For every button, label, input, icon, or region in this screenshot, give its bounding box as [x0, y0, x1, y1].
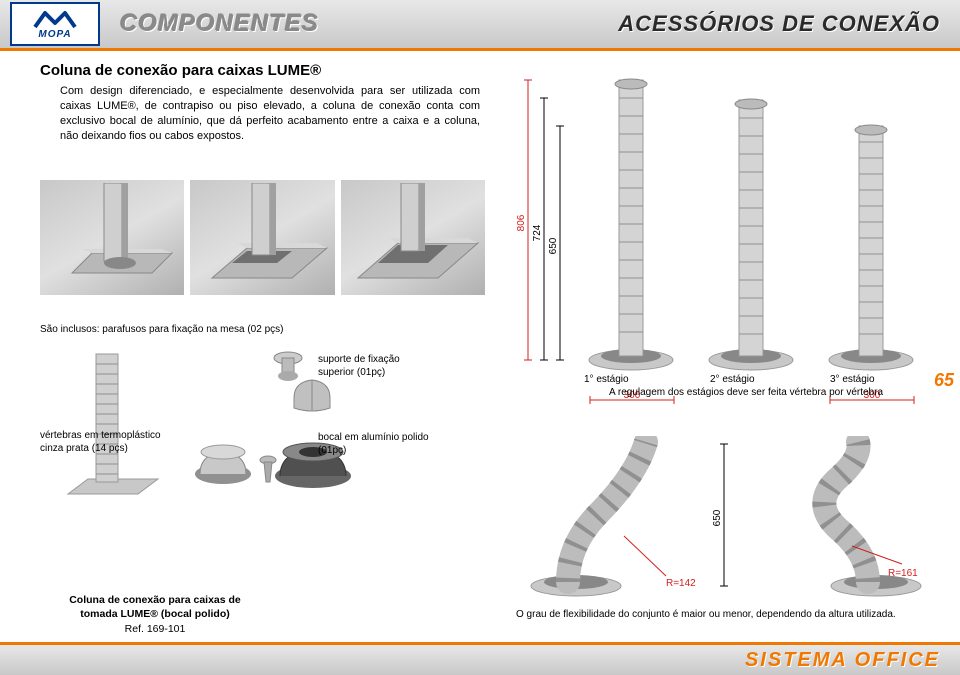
- render-thumb-2: [190, 180, 334, 295]
- dim-650b: 650: [712, 509, 723, 526]
- divider-top: [0, 48, 960, 51]
- dim-806: 806: [516, 214, 527, 231]
- label-bocal: bocal em alumínio polido (01pç): [318, 432, 438, 457]
- logo-text: MOPA: [38, 29, 71, 40]
- stage-3-label: 3° estágio: [830, 374, 875, 385]
- label-suporte: suporte de fixação superior (01pç): [318, 354, 438, 379]
- footer-banner: SISTEMA OFFICE: [0, 645, 960, 675]
- stage-1-label: 1° estágio: [584, 374, 629, 385]
- stage-regulation-text: A regulagem dos estágios deve ser feita …: [556, 387, 936, 398]
- product-title: Coluna de conexão para caixas LUME®: [40, 62, 321, 79]
- dim-650: 650: [548, 237, 559, 254]
- footer-system-title: SISTEMA OFFICE: [745, 649, 940, 672]
- dim-724: 724: [532, 224, 543, 241]
- flexibility-note: O grau de flexibilidade do conjunto é ma…: [516, 609, 936, 620]
- header-banner: MOPA COMPONENTES ACESSÓRIOS DE CONEXÃO: [0, 0, 960, 48]
- render-thumbnails: [40, 180, 485, 295]
- product-description: Com design diferenciado, e especialmente…: [60, 84, 480, 143]
- content-area: Coluna de conexão para caixas LUME® Com …: [0, 54, 960, 642]
- dim-r161: R=161: [888, 568, 918, 579]
- header-category-title: ACESSÓRIOS DE CONEXÃO: [618, 11, 940, 37]
- logo-mopa: MOPA: [10, 2, 100, 46]
- render-thumb-3: [341, 180, 485, 295]
- logo-arch-icon: [30, 9, 80, 29]
- page-number: 65: [934, 370, 954, 391]
- product-name: Coluna de conexão para caixas de tomada …: [60, 594, 250, 621]
- product-name-block: Coluna de conexão para caixas de tomada …: [60, 594, 250, 637]
- stages-diagram: 806 724 650: [516, 58, 936, 398]
- flex-diagram: 650 R=142 R=161: [516, 436, 936, 596]
- product-ref: Ref. 169-101: [60, 623, 250, 637]
- header-section-title: COMPONENTES: [120, 10, 319, 38]
- included-parts-text: São inclusos: parafusos para fixação na …: [40, 324, 283, 335]
- dim-r142: R=142: [666, 578, 696, 589]
- render-thumb-1: [40, 180, 184, 295]
- stage-2-label: 2° estágio: [710, 374, 755, 385]
- label-vertebras: vértebras em termoplástico cinza prata (…: [40, 430, 170, 455]
